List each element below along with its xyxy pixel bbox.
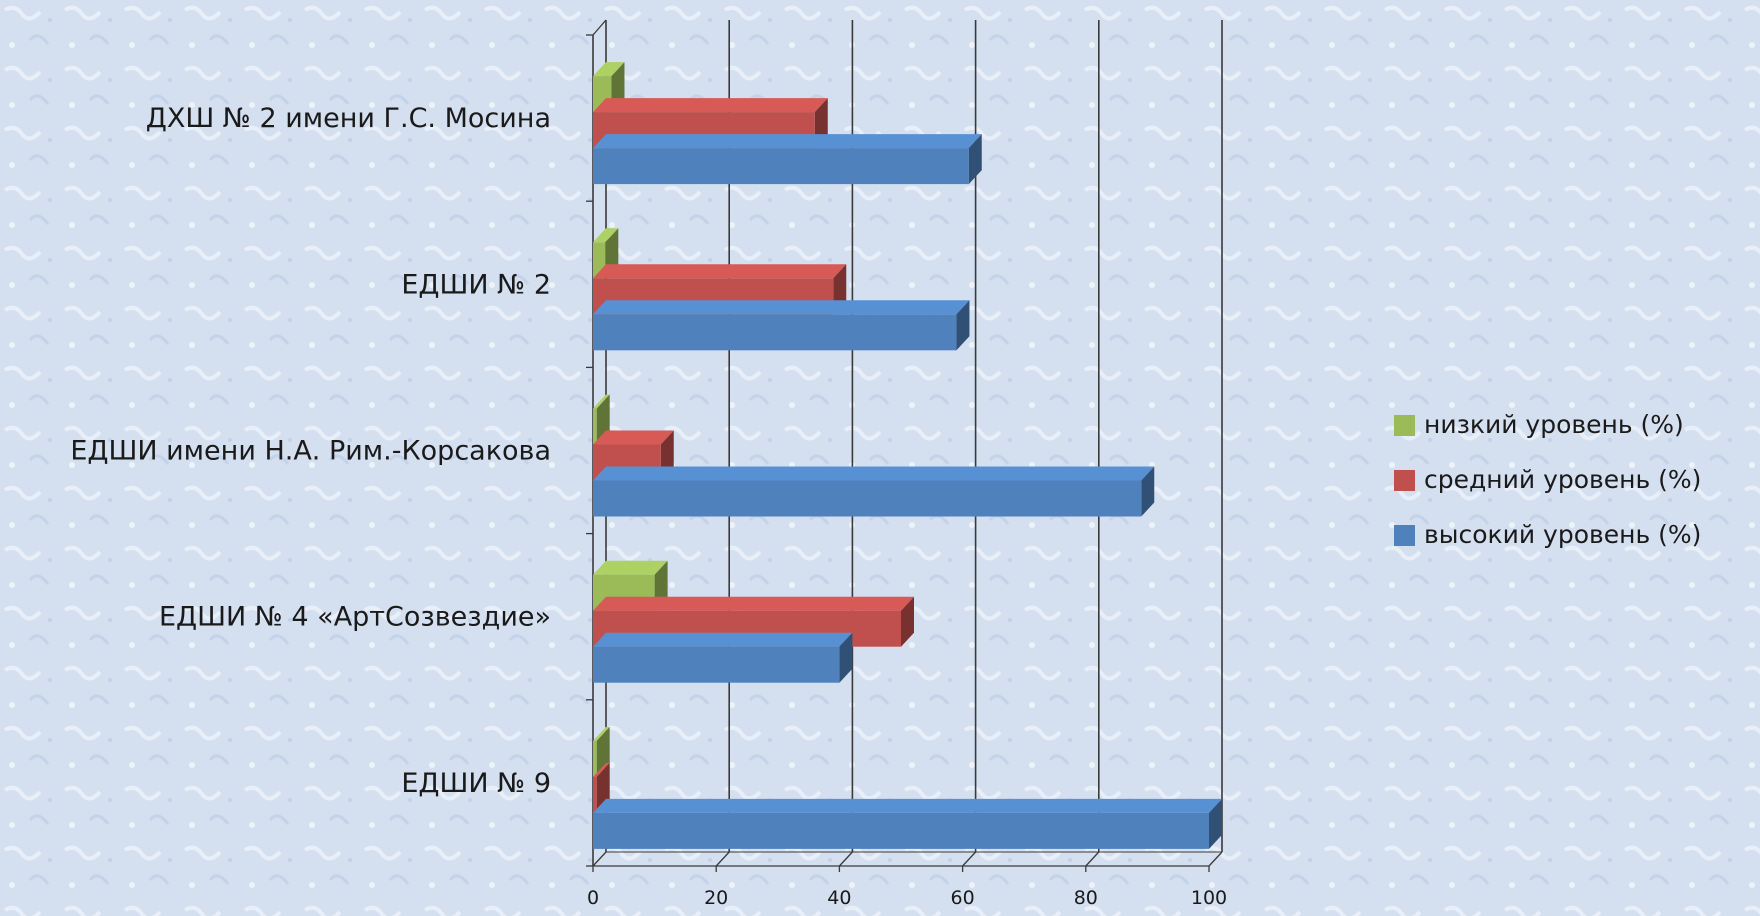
- floor-depth-line: [592, 851, 607, 867]
- bar-side-face: [839, 632, 853, 683]
- bar-top-face: [593, 798, 1222, 813]
- x-tick-label: 80: [1074, 887, 1098, 909]
- y-axis-depth-line: [592, 19, 607, 36]
- floor-depth-line: [715, 851, 730, 867]
- x-tick-label: 20: [704, 887, 728, 909]
- bar-top-face: [593, 394, 610, 409]
- floor-depth-line: [1208, 851, 1223, 867]
- bar-top-face: [593, 632, 853, 647]
- category-label: ЕДШИ № 4 «АртСозвездие»: [159, 602, 551, 633]
- bar-top-face: [593, 430, 674, 445]
- floor-depth-line: [838, 851, 853, 867]
- bar-front-face: [593, 408, 597, 445]
- legend-swatch: [1394, 415, 1415, 436]
- bar-front-face: [593, 812, 1209, 849]
- bar-side-face: [901, 596, 914, 647]
- bar-high: [593, 134, 982, 185]
- category-label: ЕДШИ № 2: [401, 269, 551, 300]
- bar-top-face: [593, 98, 828, 113]
- bar-top-face: [593, 264, 847, 279]
- bar-top-face: [593, 560, 668, 575]
- x-tick-label: 60: [951, 887, 975, 909]
- bar-side-face: [956, 300, 970, 351]
- bar-high: [593, 300, 970, 351]
- bars: [593, 62, 1222, 849]
- bar-high: [593, 632, 853, 683]
- category-label: ЕДШИ имени Н.А. Рим.-Корсакова: [70, 436, 551, 467]
- legend-label: высокий уровень (%): [1424, 520, 1701, 549]
- legend-label: низкий уровень (%): [1424, 410, 1684, 439]
- floor-depth-line: [962, 851, 977, 867]
- x-tick-label: 0: [587, 887, 599, 909]
- bar-top-face: [593, 228, 619, 243]
- x-tick-label: 40: [827, 887, 851, 909]
- bar-high: [593, 798, 1222, 849]
- bar-top-face: [593, 596, 914, 611]
- bar-front-face: [593, 314, 957, 351]
- bar-top-face: [593, 134, 982, 149]
- bar-high: [593, 466, 1155, 517]
- bar-side-face: [968, 134, 982, 185]
- bar-side-face: [1209, 798, 1222, 849]
- legend-label: средний уровень (%): [1424, 465, 1701, 494]
- x-tick-label: 100: [1191, 887, 1227, 909]
- category-label: ДХШ № 2 имени Г.С. Мосина: [146, 103, 551, 134]
- bar-top-face: [593, 300, 970, 315]
- bar-front-face: [593, 646, 840, 683]
- bar-top-face: [593, 62, 625, 77]
- bar-top-face: [593, 762, 610, 777]
- bar-side-face: [1141, 466, 1155, 517]
- bar-front-face: [593, 480, 1142, 517]
- bar-front-face: [593, 148, 969, 185]
- floor-depth-line: [1085, 851, 1100, 867]
- bar-top-face: [593, 466, 1155, 481]
- bar-front-face: [593, 740, 597, 777]
- legend-swatch: [1394, 470, 1415, 491]
- legend-swatch: [1394, 525, 1415, 546]
- bar-front-face: [593, 776, 597, 813]
- bar-top-face: [593, 726, 610, 741]
- category-label: ЕДШИ № 9: [401, 768, 551, 799]
- labels: 0 20 40 60 80 100 ДХШ № 2 имени Г.С. Мосина ЕДШ…: [70, 103, 1227, 909]
- legend: низкий уровень (%) средний уровень (%) выс…: [1394, 410, 1701, 549]
